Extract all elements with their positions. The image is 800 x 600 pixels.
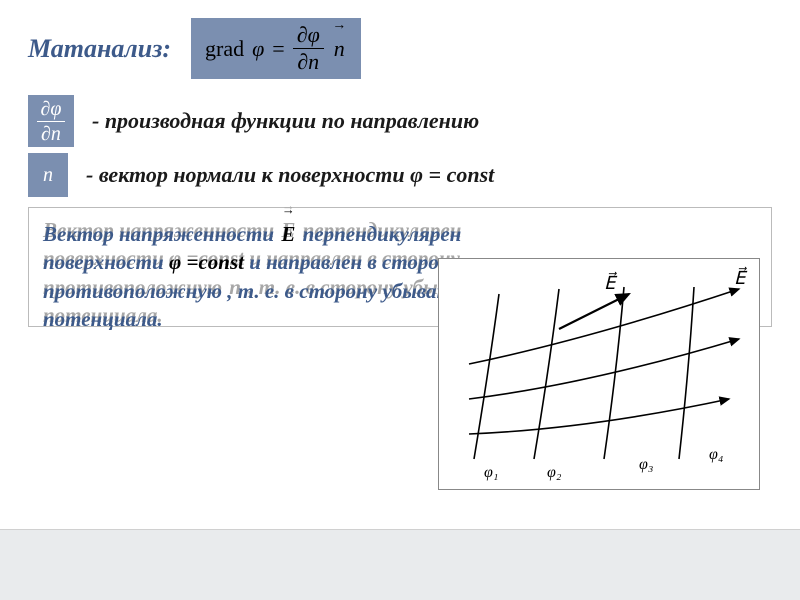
pm-l2a: поверхности (43, 250, 169, 274)
pm-l3: противоположную , т. е. в сторону убыван… (43, 279, 471, 303)
bottom-stripe (0, 529, 800, 600)
grad-n-letter: n (334, 36, 345, 61)
grad-phi: φ (252, 36, 264, 62)
phi4-label: φ₄ (709, 446, 723, 463)
pm-l1a: Вектор напряженности (43, 222, 279, 246)
deriv-den: ∂n (37, 124, 65, 144)
pm-E: →E (279, 220, 297, 248)
pm-l4: потенциала. (43, 307, 163, 331)
n-definition: - вектор нормали к поверхности φ = const (86, 162, 494, 188)
pm-l1b: перпендикулярен (303, 222, 462, 246)
n-def-phi: φ = (410, 162, 441, 187)
phi3-label: φ₃ (639, 456, 653, 473)
grad-frac: ∂φ ∂n (293, 24, 324, 73)
slide-title: Матанализ: (28, 34, 171, 64)
grad-formula-box: grad φ = ∂φ ∂n → n (191, 18, 361, 79)
deriv-symbol-box: ∂φ ∂n (28, 95, 74, 147)
field-lines-diagram: E⃗ E⃗ φ₁ φ₂ φ₃ φ₄ (438, 258, 760, 490)
phi1-label: φ₁ (484, 464, 498, 481)
deriv-definition: - производная функции по направлению (92, 108, 479, 134)
n-letter: n (43, 164, 53, 187)
pm-phi: φ =const (169, 250, 244, 274)
diagram-E-label: E⃗ (604, 272, 618, 293)
pm-l2b: и направлен в сторону, (249, 250, 464, 274)
n-symbol-box: n (28, 153, 68, 197)
grad-frac-den: ∂n (293, 51, 323, 73)
grad-n-vector: → n (332, 36, 347, 62)
deriv-num: ∂φ (37, 99, 66, 119)
phi2-label: φ₂ (547, 464, 562, 481)
n-def-prefix: - вектор нормали к поверхности (86, 162, 410, 187)
grad-word: grad (205, 36, 244, 62)
n-def-const: const (447, 162, 495, 187)
deriv-bar (37, 121, 66, 122)
grad-eq: = (272, 36, 284, 62)
diagram-E-label-2: E⃗ (734, 267, 748, 288)
diagram-svg: E⃗ E⃗ φ₁ φ₂ φ₃ φ₄ (439, 259, 759, 489)
grad-frac-num: ∂φ (293, 24, 324, 46)
